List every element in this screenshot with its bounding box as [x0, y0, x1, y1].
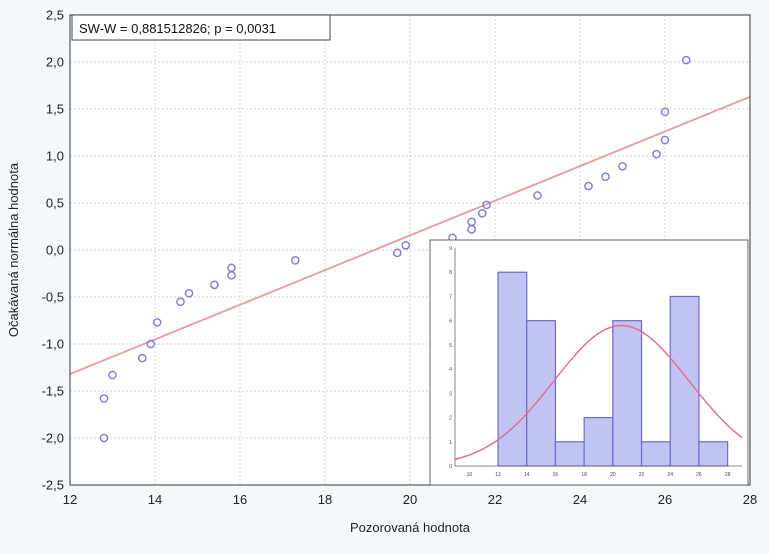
inset-y-tick-label: 6 — [449, 319, 452, 325]
data-point — [392, 248, 402, 258]
inset-y-tick-label: 4 — [449, 367, 452, 373]
inset-y-tick-label: 8 — [449, 270, 452, 276]
main-fit-line-group — [69, 95, 751, 375]
data-point — [660, 107, 670, 117]
y-tick-label: 0,5 — [46, 196, 64, 211]
histogram-bar — [497, 271, 528, 467]
inset-y-tick-label: 2 — [449, 416, 452, 422]
inset-x-tick-label: 26 — [696, 472, 702, 478]
main-points — [99, 55, 691, 443]
inset-x-tick-label: 20 — [610, 472, 616, 478]
x-tick-label: 22 — [488, 492, 502, 507]
data-point — [477, 209, 487, 218]
inset-y-tick-label: 0 — [449, 464, 452, 470]
inset-x-tick-label: 28 — [725, 472, 731, 478]
stats-annotation-box — [71, 14, 331, 41]
data-point — [681, 55, 691, 65]
x-tick-label: 26 — [658, 492, 672, 507]
y-tick-label: 2,0 — [46, 55, 64, 70]
histogram-bar — [583, 416, 614, 467]
inset-y-tick-label: 3 — [449, 391, 452, 397]
normal-curve — [454, 324, 743, 460]
histogram-bar — [669, 295, 700, 467]
y-tick-label: -1,5 — [42, 384, 64, 399]
data-point — [533, 191, 542, 200]
histogram-bar — [612, 320, 643, 467]
main-gridlines — [70, 15, 750, 485]
data-point — [146, 339, 156, 349]
data-point — [482, 200, 491, 210]
y-tick-label: -1,0 — [42, 337, 64, 352]
data-point — [401, 240, 411, 250]
data-point — [99, 433, 109, 443]
y-tick-label: -2,0 — [42, 431, 64, 446]
y-tick-label: 0,0 — [46, 243, 64, 258]
fit-line — [69, 95, 751, 375]
y-tick-label: -2,5 — [42, 478, 64, 493]
histogram-bar — [526, 320, 557, 467]
inset-x-tick-labels: 10 12 14 16 18 20 22 24 26 28 — [467, 472, 731, 478]
data-point — [227, 263, 236, 273]
y-tick-label: 2,5 — [46, 8, 64, 23]
x-tick-label: 28 — [743, 492, 757, 507]
inset-x-tick-label: 16 — [553, 472, 559, 478]
y-tick-labels: -2,5 -2,0 -1,5 -1,0 -0,5 0,0 0,5 1,0 1,5 2,0 2,5 — [42, 8, 64, 493]
inset-y-tick-label: 1 — [449, 440, 452, 446]
y-tick-label: 1,5 — [46, 102, 64, 117]
data-point — [290, 256, 300, 265]
data-point — [584, 181, 593, 191]
y-axis-label: Očakávaná normálna hodnota — [6, 162, 21, 337]
data-point — [137, 353, 147, 363]
inset-x-tick-label: 18 — [581, 472, 587, 478]
data-point — [601, 172, 610, 181]
x-tick-label: 20 — [403, 492, 417, 507]
data-point — [99, 394, 109, 403]
x-tick-label: 24 — [573, 492, 587, 507]
inset-x-tick-label: 14 — [524, 472, 530, 478]
stats-annotation-text: SW-W = 0,881512826; p = 0,0031 — [79, 21, 276, 36]
y-tick-label: -0,5 — [42, 290, 64, 305]
histogram-bar — [554, 441, 585, 467]
data-point — [108, 370, 117, 380]
inset-x-tick-label: 22 — [639, 472, 645, 478]
plot-frame — [69, 14, 751, 486]
data-point — [176, 297, 185, 307]
data-point — [210, 280, 219, 290]
data-point — [660, 135, 670, 145]
x-tick-label: 12 — [63, 492, 77, 507]
histogram-bars — [497, 271, 729, 467]
histogram-bar — [698, 441, 729, 467]
inset-y-tick-label: 7 — [449, 294, 452, 300]
x-tick-label: 18 — [318, 492, 332, 507]
data-point — [184, 288, 194, 298]
data-point — [618, 162, 627, 171]
inset-x-tick-label: 10 — [467, 472, 473, 478]
data-point — [652, 149, 661, 159]
x-axis-label: Pozorovaná hodnota — [350, 520, 471, 535]
data-point — [467, 217, 476, 227]
inset-x-tick-label: 12 — [495, 472, 501, 478]
histogram-bar — [640, 441, 671, 467]
normal-curve-group — [454, 324, 743, 460]
inset-y-tick-label: 5 — [449, 343, 452, 349]
x-tick-label: 16 — [233, 492, 247, 507]
inset-y-tick-labels: 0 1 2 3 4 5 6 7 8 9 — [449, 246, 452, 470]
x-tick-labels: 12 14 16 18 20 22 24 26 28 — [63, 492, 757, 507]
y-tick-label: 1,0 — [46, 149, 64, 164]
inset-y-tick-label: 9 — [449, 246, 452, 252]
data-point — [152, 318, 162, 327]
x-tick-label: 14 — [148, 492, 162, 507]
inset-x-tick-label: 24 — [667, 472, 673, 478]
